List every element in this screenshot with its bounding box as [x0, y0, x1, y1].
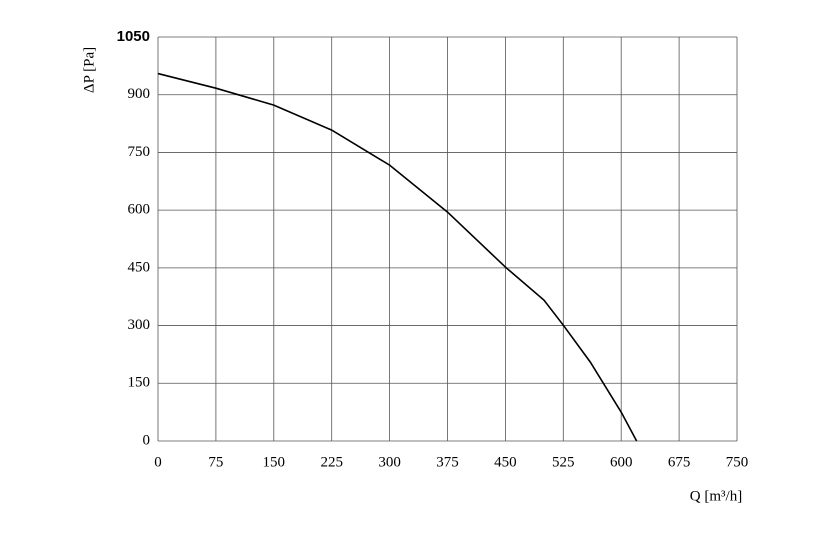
y-tick-label: 450: [128, 259, 151, 275]
y-tick-label: 300: [128, 317, 151, 333]
x-tick-label: 150: [263, 454, 286, 470]
x-tick-label: 300: [378, 454, 401, 470]
x-tick-label: 225: [320, 454, 343, 470]
y-tick-label: 1050: [117, 28, 150, 45]
y-tick-label: 750: [128, 144, 151, 160]
x-tick-label: 75: [208, 454, 223, 470]
x-tick-label: 0: [154, 454, 162, 470]
x-tick-label: 450: [494, 454, 517, 470]
y-tick-label: 0: [143, 432, 151, 448]
x-tick-label: 675: [668, 454, 691, 470]
x-tick-label: 600: [610, 454, 633, 470]
y-axis-label: ΔP [Pa]: [81, 47, 97, 93]
y-tick-label: 150: [128, 375, 151, 391]
x-tick-label: 375: [436, 454, 459, 470]
y-tick-label: 900: [128, 86, 151, 102]
x-tick-label: 750: [726, 454, 749, 470]
curve: [157, 72, 638, 442]
x-axis-label: Q [m³/h]: [690, 488, 742, 504]
y-tick-label: 600: [128, 202, 151, 218]
x-tick-label: 525: [552, 454, 575, 470]
